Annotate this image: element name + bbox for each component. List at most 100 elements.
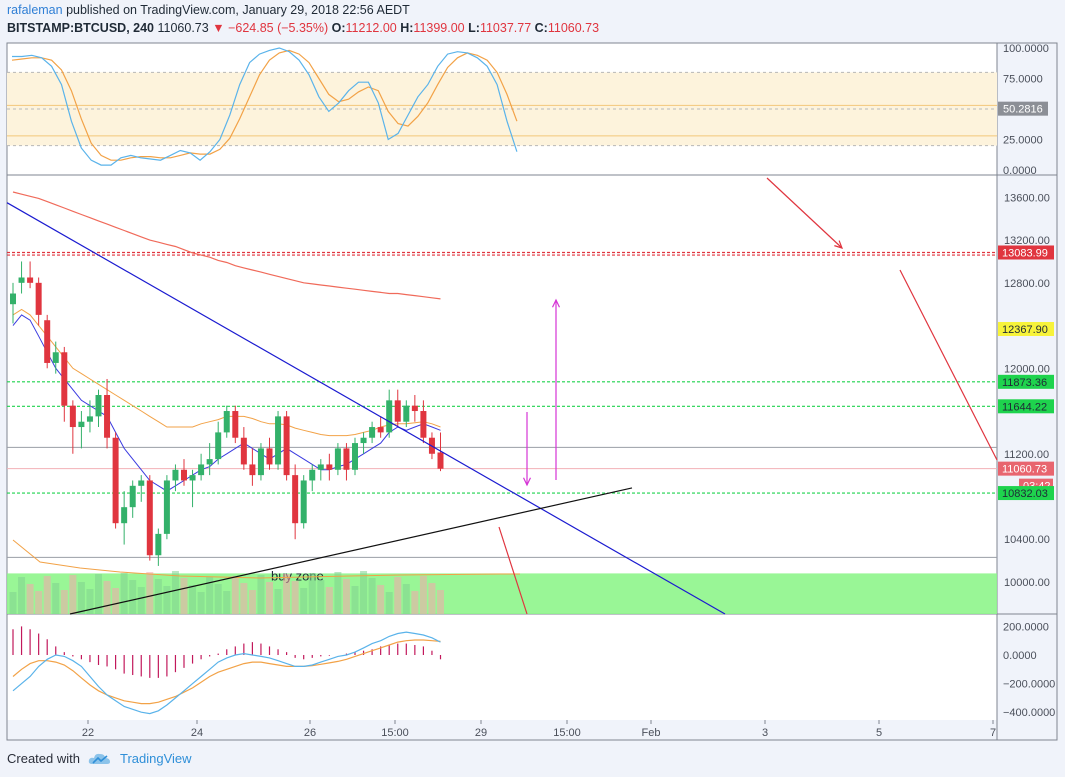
candle-body bbox=[334, 448, 341, 470]
candle-body bbox=[112, 437, 119, 524]
volume-bar bbox=[257, 575, 265, 614]
volume-bar bbox=[52, 583, 60, 614]
created-with-text: Created with bbox=[7, 751, 80, 766]
volume-bar bbox=[171, 571, 179, 614]
volume-bar bbox=[9, 592, 17, 614]
volume-bar bbox=[214, 584, 222, 614]
volume-bar bbox=[197, 592, 205, 614]
volume-bar bbox=[129, 580, 137, 614]
candle-body bbox=[394, 400, 401, 422]
candle-body bbox=[215, 432, 222, 460]
volume-bar bbox=[35, 591, 43, 614]
price-badge-label: 13083.99 bbox=[1002, 247, 1048, 259]
volume-bar bbox=[43, 576, 51, 614]
volume-bar bbox=[206, 577, 214, 614]
candle-body bbox=[146, 480, 153, 556]
candle-body bbox=[44, 320, 51, 363]
candle-body bbox=[275, 416, 282, 465]
volume-bar bbox=[189, 585, 197, 614]
volume-bar bbox=[146, 572, 154, 614]
candle-body bbox=[223, 411, 230, 433]
macd-signal-line bbox=[12, 639, 441, 705]
candle-body bbox=[52, 352, 59, 363]
ma200-line bbox=[12, 191, 441, 300]
volume-bar bbox=[137, 587, 145, 614]
volume-bar bbox=[95, 574, 102, 614]
candle-body bbox=[181, 469, 187, 481]
footer: Created with TradingView bbox=[7, 751, 192, 766]
volume-bar bbox=[394, 577, 402, 614]
price-tick-label: 13200.00 bbox=[1004, 235, 1050, 247]
symbol-label[interactable]: BITSTAMP:BTCUSD, 240 bbox=[7, 21, 155, 35]
volume-bar bbox=[283, 574, 291, 614]
price-badge-label: 12367.90 bbox=[1002, 324, 1048, 336]
candle-body bbox=[27, 277, 34, 283]
price-tick-label: 11200.00 bbox=[1004, 449, 1049, 461]
price-tick-label: 12800.00 bbox=[1004, 278, 1050, 290]
volume-bar bbox=[86, 589, 94, 614]
time-tick-label: 7 bbox=[990, 727, 996, 739]
publish-info: rafaleman published on TradingView.com, … bbox=[7, 3, 410, 17]
volume-bar bbox=[360, 571, 368, 614]
candle-body bbox=[138, 480, 145, 486]
candle-body bbox=[360, 437, 367, 444]
time-tick-label: Feb bbox=[642, 727, 661, 739]
volume-bar bbox=[163, 586, 171, 614]
close-value: 11060.73 bbox=[547, 21, 600, 35]
volume-bar bbox=[18, 577, 26, 614]
macd-tick-label: −200.0000 bbox=[1003, 679, 1055, 691]
stoch-current-badge bbox=[998, 101, 1048, 116]
stoch-current-label: 50.2816 bbox=[1003, 104, 1043, 116]
ascending-trendline bbox=[69, 487, 633, 615]
volume-bar bbox=[385, 592, 393, 614]
time-tick-label: 29 bbox=[475, 727, 487, 739]
volume-bar bbox=[419, 576, 427, 614]
volume-bar bbox=[69, 575, 77, 614]
volume-bar bbox=[231, 576, 239, 614]
low-value: 11037.77 bbox=[479, 21, 532, 35]
volume-bar bbox=[325, 587, 333, 614]
volume-bar bbox=[112, 588, 120, 614]
candle-body bbox=[18, 277, 25, 283]
volume-bar bbox=[103, 581, 111, 614]
volume-bar bbox=[342, 579, 350, 614]
close-label: C: bbox=[534, 21, 548, 35]
volume-bar bbox=[300, 588, 308, 614]
candle-body bbox=[309, 469, 316, 481]
candle-body bbox=[343, 448, 350, 470]
stoch-tick-label: 75.0000 bbox=[1003, 74, 1043, 86]
price-badge-label: 10832.03 bbox=[1002, 488, 1048, 500]
volume-bar bbox=[248, 590, 256, 614]
candle-body bbox=[206, 459, 213, 465]
volume-bar bbox=[77, 582, 85, 614]
time-tick-label: 3 bbox=[762, 727, 768, 739]
candle-body bbox=[61, 352, 68, 406]
open-value: 11212.00 bbox=[345, 21, 397, 35]
ema-line bbox=[12, 314, 441, 492]
candle-body bbox=[198, 464, 205, 476]
candle-body bbox=[10, 293, 16, 305]
price-change: −624.85 (−5.35%) bbox=[228, 21, 329, 35]
price-tick-label: 12000.00 bbox=[1004, 363, 1050, 375]
tradingview-brand-link[interactable]: TradingView bbox=[119, 751, 192, 766]
publisher-link[interactable]: rafaleman bbox=[7, 3, 63, 17]
candle-body bbox=[104, 395, 111, 438]
candle-body bbox=[189, 475, 196, 481]
last-price: 11060.73 bbox=[157, 21, 209, 35]
candle-body bbox=[300, 480, 307, 524]
open-label: O: bbox=[331, 21, 346, 35]
volume-bar bbox=[411, 591, 419, 614]
volume-bar bbox=[274, 589, 282, 614]
candle-body bbox=[420, 411, 427, 438]
time-tick-label: 26 bbox=[304, 727, 316, 739]
macd-line bbox=[12, 631, 441, 715]
volume-bar bbox=[60, 590, 68, 614]
candle-body bbox=[352, 443, 358, 470]
volume-bar bbox=[180, 578, 188, 614]
descending-trendline bbox=[6, 202, 726, 615]
volume-bar bbox=[308, 573, 316, 614]
down-triangle-icon: ▼ bbox=[212, 21, 225, 35]
candle-body bbox=[437, 452, 444, 469]
time-tick-label: 15:00 bbox=[381, 727, 409, 739]
